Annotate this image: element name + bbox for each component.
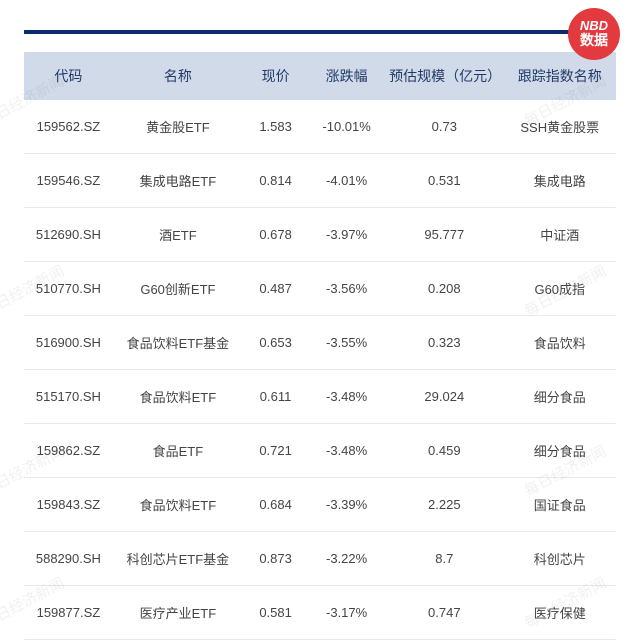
table-cell: 159562.SZ — [24, 100, 113, 154]
table-cell: 159843.SZ — [24, 478, 113, 532]
table-row: 516900.SH食品饮料ETF基金0.653-3.55%0.323食品饮料 — [24, 316, 616, 370]
table-cell: 医疗产业ETF — [113, 586, 243, 640]
table-row: 159862.SZ食品ETF0.721-3.48%0.459细分食品 — [24, 424, 616, 478]
table-header: 代码 名称 现价 涨跌幅 预估规模（亿元） 跟踪指数名称 — [24, 52, 616, 100]
table-cell: G60创新ETF — [113, 262, 243, 316]
table-cell: 0.73 — [385, 100, 503, 154]
col-scale: 预估规模（亿元） — [385, 52, 503, 100]
table-cell: -3.55% — [308, 316, 385, 370]
table-body: 159562.SZ黄金股ETF1.583-10.01%0.73SSH黄金股票15… — [24, 100, 616, 640]
table-cell: 0.323 — [385, 316, 503, 370]
table-cell: 588290.SH — [24, 532, 113, 586]
col-code: 代码 — [24, 52, 113, 100]
table-row: 159843.SZ食品饮料ETF0.684-3.39%2.225国证食品 — [24, 478, 616, 532]
table-cell: -3.48% — [308, 424, 385, 478]
table-cell: -3.97% — [308, 208, 385, 262]
table-cell: 中证酒 — [503, 208, 616, 262]
col-price: 现价 — [243, 52, 308, 100]
table-row: 515170.SH食品饮料ETF0.611-3.48%29.024细分食品 — [24, 370, 616, 424]
table-cell: 512690.SH — [24, 208, 113, 262]
table-cell: -3.22% — [308, 532, 385, 586]
table-cell: 0.873 — [243, 532, 308, 586]
table-cell: 0.747 — [385, 586, 503, 640]
table-cell: 细分食品 — [503, 424, 616, 478]
table-cell: G60成指 — [503, 262, 616, 316]
table-cell: 集成电路 — [503, 154, 616, 208]
col-change: 涨跌幅 — [308, 52, 385, 100]
table-cell: 医疗保健 — [503, 586, 616, 640]
table-cell: 0.611 — [243, 370, 308, 424]
table-cell: 集成电路ETF — [113, 154, 243, 208]
table-cell: 0.459 — [385, 424, 503, 478]
table-cell: 2.225 — [385, 478, 503, 532]
table-cell: 516900.SH — [24, 316, 113, 370]
table-cell: 95.777 — [385, 208, 503, 262]
table-cell: 515170.SH — [24, 370, 113, 424]
table-cell: 159862.SZ — [24, 424, 113, 478]
table-cell: 国证食品 — [503, 478, 616, 532]
table-cell: 510770.SH — [24, 262, 113, 316]
top-divider — [24, 30, 616, 34]
table-cell: 食品饮料ETF基金 — [113, 316, 243, 370]
nbd-badge: NBD 数据 — [568, 8, 620, 60]
table-cell: 0.653 — [243, 316, 308, 370]
table-cell: 0.208 — [385, 262, 503, 316]
table-cell: 黄金股ETF — [113, 100, 243, 154]
etf-table: 代码 名称 现价 涨跌幅 预估规模（亿元） 跟踪指数名称 159562.SZ黄金… — [24, 52, 616, 640]
table-cell: 159546.SZ — [24, 154, 113, 208]
table-cell: 0.814 — [243, 154, 308, 208]
table-cell: 8.7 — [385, 532, 503, 586]
badge-bottom-text: 数据 — [580, 33, 608, 48]
table-cell: -3.39% — [308, 478, 385, 532]
table-cell: 0.721 — [243, 424, 308, 478]
table-cell: 食品ETF — [113, 424, 243, 478]
table-row: 512690.SH酒ETF0.678-3.97%95.777中证酒 — [24, 208, 616, 262]
table-cell: -4.01% — [308, 154, 385, 208]
table-cell: 0.581 — [243, 586, 308, 640]
table-cell: 159877.SZ — [24, 586, 113, 640]
table-cell: SSH黄金股票 — [503, 100, 616, 154]
table-cell: -3.48% — [308, 370, 385, 424]
table-cell: 29.024 — [385, 370, 503, 424]
table-row: 159562.SZ黄金股ETF1.583-10.01%0.73SSH黄金股票 — [24, 100, 616, 154]
table-cell: 食品饮料ETF — [113, 478, 243, 532]
table-cell: 酒ETF — [113, 208, 243, 262]
table-cell: -3.17% — [308, 586, 385, 640]
table-row: 588290.SH科创芯片ETF基金0.873-3.22%8.7科创芯片 — [24, 532, 616, 586]
table-cell: 0.684 — [243, 478, 308, 532]
table-cell: 食品饮料ETF — [113, 370, 243, 424]
table-cell: -3.56% — [308, 262, 385, 316]
table-cell: 0.487 — [243, 262, 308, 316]
table-cell: 0.678 — [243, 208, 308, 262]
table-cell: 0.531 — [385, 154, 503, 208]
table-cell: 1.583 — [243, 100, 308, 154]
table-cell: 科创芯片 — [503, 532, 616, 586]
table-row: 159877.SZ医疗产业ETF0.581-3.17%0.747医疗保健 — [24, 586, 616, 640]
table-row: 510770.SHG60创新ETF0.487-3.56%0.208G60成指 — [24, 262, 616, 316]
table-cell: -10.01% — [308, 100, 385, 154]
table-cell: 科创芯片ETF基金 — [113, 532, 243, 586]
table-cell: 细分食品 — [503, 370, 616, 424]
table-row: 159546.SZ集成电路ETF0.814-4.01%0.531集成电路 — [24, 154, 616, 208]
table-cell: 食品饮料 — [503, 316, 616, 370]
col-name: 名称 — [113, 52, 243, 100]
badge-top-text: NBD — [580, 19, 608, 33]
